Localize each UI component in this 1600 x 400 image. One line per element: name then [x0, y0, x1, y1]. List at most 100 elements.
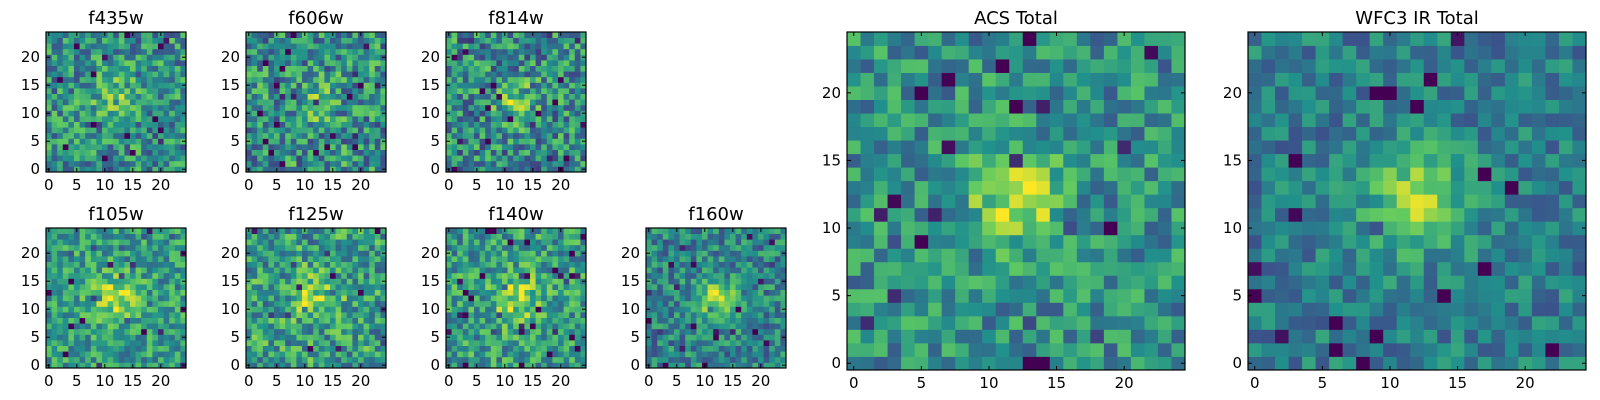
heatmap-cell [724, 295, 731, 302]
heatmap-cell [158, 48, 164, 55]
heatmap-cell [574, 295, 581, 302]
heatmap-cell [51, 278, 58, 285]
heatmap-cell [90, 328, 97, 335]
heatmap-cell [507, 323, 514, 330]
heatmap-cell [552, 149, 559, 156]
heatmap-cell [246, 104, 252, 111]
heatmap-cell [346, 306, 353, 313]
heatmap-cell [462, 256, 469, 262]
heatmap-cell [451, 43, 458, 50]
heatmap-cell [274, 300, 280, 307]
heatmap-cell [146, 340, 153, 346]
heatmap-cell [90, 261, 97, 268]
heatmap-cell [1036, 167, 1051, 182]
heatmap-cell [1103, 302, 1118, 317]
heatmap-cell [1103, 275, 1118, 290]
heatmap-cell [113, 272, 120, 279]
heatmap-cell [546, 233, 553, 240]
heatmap-cell [85, 250, 92, 257]
heatmap-cell [914, 221, 929, 236]
heatmap-cell [279, 160, 286, 167]
heatmap-cell [1157, 315, 1172, 330]
heatmap-cell [702, 340, 708, 346]
heatmap-cell [152, 334, 159, 341]
heatmap-cell [546, 104, 553, 111]
heatmap-cell [446, 244, 452, 251]
heatmap-cell [563, 244, 570, 251]
heatmap-cell [107, 334, 114, 341]
heatmap-cell [363, 356, 370, 363]
heatmap-cell [313, 289, 320, 296]
heatmap-cell [174, 261, 181, 268]
heatmap-cell [546, 328, 553, 335]
heatmap-cell [324, 261, 331, 268]
heatmap-cell [130, 160, 136, 167]
heatmap-cell [74, 93, 80, 100]
heatmap-cell [518, 228, 525, 234]
heatmap-cell [158, 138, 164, 145]
heatmap-cell [507, 48, 514, 55]
heatmap-cell [324, 144, 331, 150]
heatmap-cell [702, 295, 708, 302]
heatmap-cell [146, 76, 153, 83]
heatmap-cell [668, 244, 675, 251]
heatmap-cell [752, 267, 759, 274]
heatmap-cell [451, 88, 458, 94]
heatmap-cell [51, 166, 58, 173]
heatmap-cell [530, 278, 536, 285]
heatmap-cell [135, 356, 142, 363]
heatmap-cell [324, 295, 331, 302]
heatmap-cell [51, 228, 58, 234]
heatmap-cell [96, 48, 103, 55]
heatmap-cell [741, 278, 748, 285]
heatmap-cell [1171, 221, 1186, 236]
heatmap-cell [118, 312, 125, 318]
heatmap-cell [507, 104, 514, 111]
heatmap-cell [1103, 234, 1118, 249]
heatmap-cell [102, 306, 108, 313]
heatmap-cell [552, 121, 559, 128]
heatmap-cell [451, 93, 458, 100]
heatmap-cell [51, 272, 58, 279]
heatmap-cell [524, 356, 531, 363]
heatmap-cell [262, 144, 269, 150]
heatmap-cell [668, 306, 675, 313]
heatmap-cell [262, 244, 269, 251]
heatmap-cell [513, 267, 520, 274]
heatmap-cell [535, 317, 542, 324]
heatmap-cell [74, 334, 80, 341]
heatmap-cell [341, 127, 348, 134]
heatmap-cell [574, 356, 581, 363]
heatmap-cell [46, 261, 52, 268]
heatmap-cell [68, 289, 75, 296]
heatmap-cell [113, 155, 120, 162]
heatmap-cell [152, 104, 159, 111]
heatmap-cell [662, 362, 669, 369]
heatmap-cell [107, 127, 114, 134]
heatmap-cell [887, 207, 902, 222]
heatmap-cell [485, 110, 492, 117]
heatmap-cell [374, 60, 381, 66]
heatmap-cell [713, 250, 720, 257]
heatmap-cell [79, 228, 86, 234]
heatmap-cell [124, 312, 131, 318]
axes-frame-f105w [45, 227, 187, 369]
heatmap-cell [102, 88, 108, 94]
heatmap-cell [580, 289, 587, 296]
heatmap-cell [374, 233, 381, 240]
heatmap-cell [374, 250, 381, 257]
heatmap-cell [262, 82, 269, 89]
heatmap-cell [163, 166, 170, 173]
heatmap-cell [662, 334, 669, 341]
heatmap-cell [558, 48, 564, 55]
heatmap-cell [124, 160, 131, 167]
heatmap-cell [995, 207, 1010, 222]
heatmap-cell [457, 82, 464, 89]
heatmap-cell [496, 356, 503, 363]
x-tick-label: 0 [444, 176, 454, 194]
heatmap-cell [113, 250, 120, 257]
heatmap-cell [307, 256, 314, 262]
heatmap-cell [290, 71, 297, 78]
heatmap-cell [535, 93, 542, 100]
heatmap-cell [674, 295, 680, 302]
